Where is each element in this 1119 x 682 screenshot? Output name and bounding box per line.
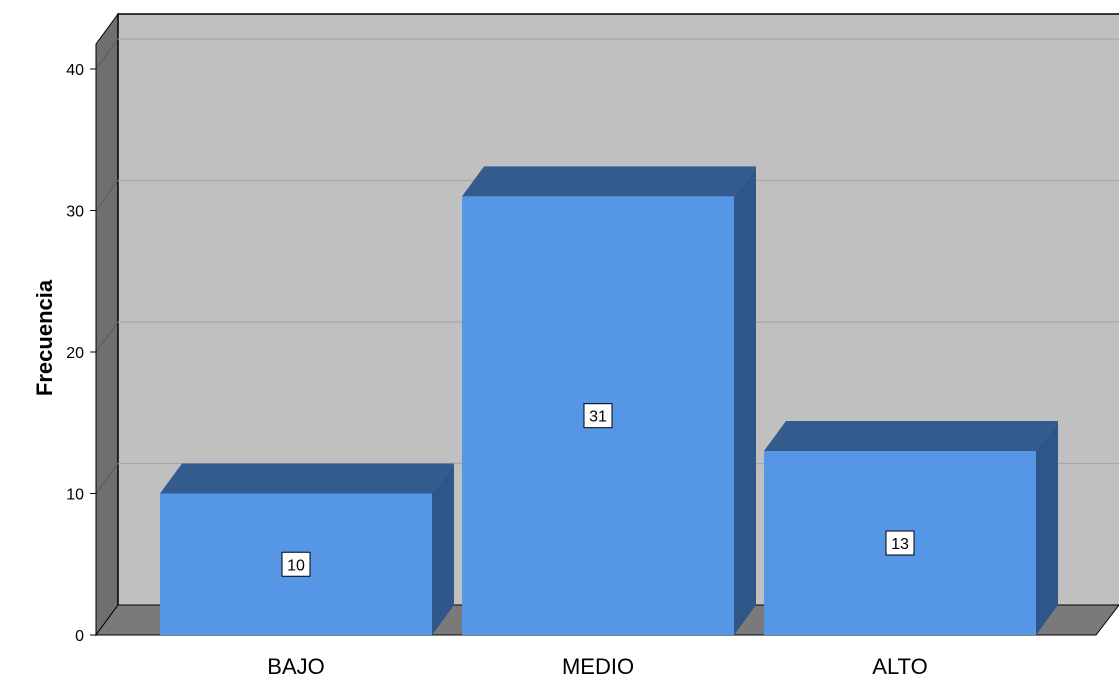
bar-side — [432, 463, 454, 635]
data-label: 10 — [287, 557, 305, 574]
gridline-side — [95, 38, 119, 70]
bar-side — [1036, 421, 1058, 635]
y-tick-label: 40 — [66, 62, 84, 79]
data-label: 31 — [589, 409, 607, 426]
y-tick-label: 20 — [66, 345, 84, 362]
bar: 31 — [462, 166, 756, 635]
y-tick-label: 30 — [66, 204, 84, 221]
data-label-box — [885, 530, 915, 556]
bar-top — [462, 166, 756, 197]
gridline-side — [95, 180, 119, 211]
y-axis-label: Frecuencia — [32, 279, 57, 396]
bars: 10 31 13 — [160, 166, 1058, 635]
y-tick-label: 0 — [75, 628, 84, 645]
bar-top — [764, 421, 1058, 452]
x-tick-label: MEDIO — [562, 654, 634, 679]
gridline-side — [95, 463, 119, 494]
data-label-box — [583, 403, 613, 429]
data-label-box — [281, 551, 311, 577]
x-tick-label: BAJO — [267, 654, 324, 679]
back-wall-outline — [117, 13, 1119, 605]
side-wall — [95, 12, 119, 637]
bar: 13 — [764, 421, 1058, 635]
gridline-side — [95, 321, 119, 353]
x-axis: BAJO MEDIO ALTO — [267, 654, 927, 679]
bar-side — [734, 166, 756, 635]
data-label: 13 — [891, 536, 909, 553]
bar-top — [160, 463, 454, 494]
bar: 10 — [160, 463, 454, 635]
y-axis: 0 10 20 30 40 — [66, 44, 97, 645]
y-tick-label: 10 — [66, 487, 84, 504]
x-tick-label: ALTO — [872, 654, 927, 679]
